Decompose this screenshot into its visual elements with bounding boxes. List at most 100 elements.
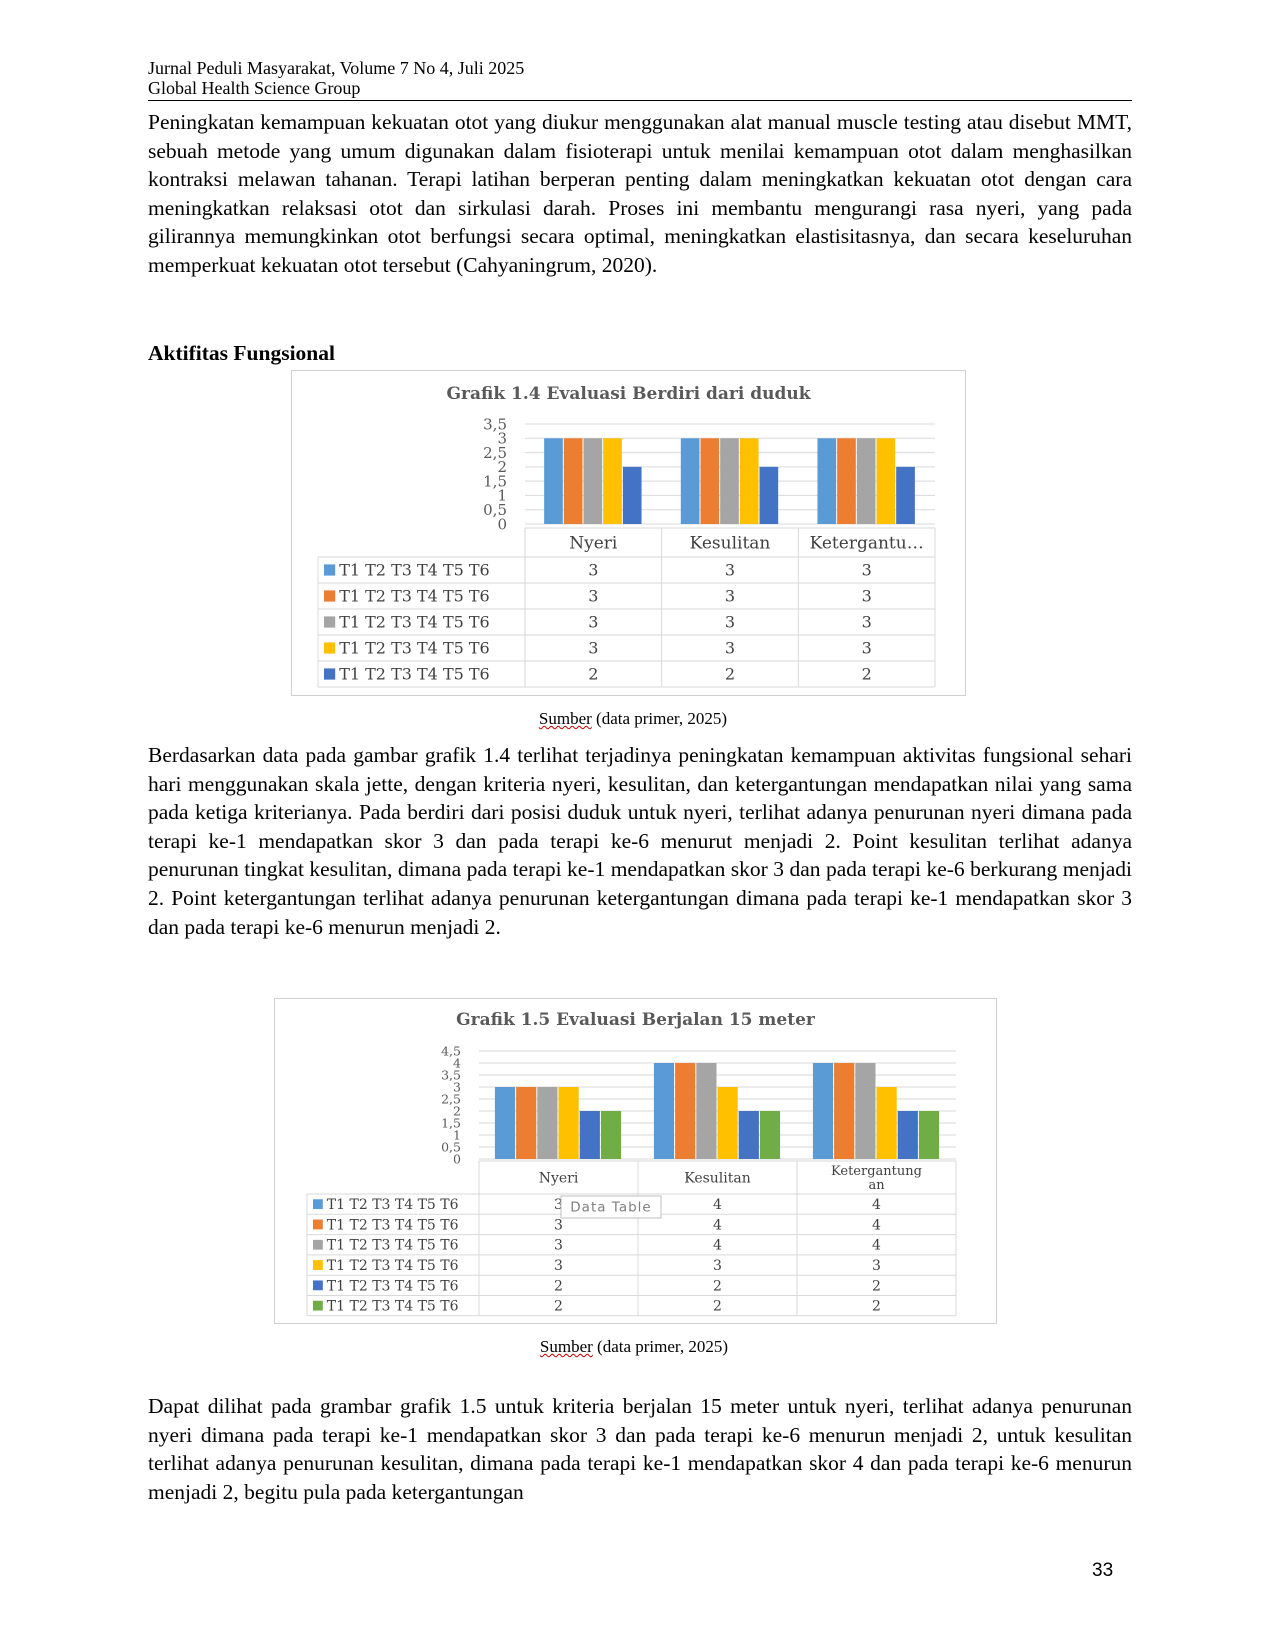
category-label: Nyeri (539, 1170, 579, 1186)
data-table-value: 3 (725, 613, 735, 632)
bar-chart-1-5: Grafik 1.5 Evaluasi Berjalan 15 meter 00,… (306, 1010, 957, 1317)
data-table-value: 3 (554, 1258, 563, 1274)
category-label: Ketergantung (831, 1164, 922, 1179)
bar (516, 1087, 537, 1159)
category-label: Ketergantu… (810, 533, 924, 553)
chart-figure-1-5: Grafik 1.5 Evaluasi Berjalan 15 meter 0 0,… (274, 998, 997, 1324)
bar (603, 438, 622, 524)
page-number: 33 (1092, 1560, 1114, 1581)
data-table-value: 2 (862, 665, 872, 684)
data-table-value: 4 (713, 1217, 722, 1233)
y-tick-label: 4,5 (441, 1043, 461, 1058)
bar (696, 1063, 717, 1159)
y-tick-label: 1 (453, 1127, 461, 1142)
data-table-value: 3 (862, 587, 872, 606)
legend-series-name: T1 T2 T3 T4 T5 T6 (339, 613, 490, 632)
legend-series-name: T1 T2 T3 T4 T5 T6 (339, 639, 490, 658)
data-table-value: 3 (725, 561, 735, 580)
bar (544, 438, 563, 524)
bar (738, 1111, 759, 1159)
legend-series-name: T1 T2 T3 T4 T5 T6 (327, 1299, 459, 1315)
data-table-value: 2 (713, 1299, 722, 1315)
bar (837, 438, 856, 524)
y-tick-label: 3 (453, 1079, 461, 1094)
legend-key (324, 642, 336, 654)
legend-series-name: T1 T2 T3 T4 T5 T6 (327, 1278, 459, 1294)
publisher-name: Global Health Science Group (148, 78, 361, 98)
legend-key (313, 1199, 323, 1210)
bar (834, 1063, 855, 1159)
bar (600, 1111, 622, 1159)
category-label: Kesulitan (690, 533, 771, 553)
bar (918, 1111, 940, 1159)
data-table-value: 4 (713, 1238, 722, 1254)
legend-series-name: T1 T2 T3 T4 T5 T6 (339, 587, 490, 606)
bar (876, 438, 896, 524)
chart-title: Grafik 1.4 Evaluasi Berdiri dari duduk (447, 384, 812, 404)
data-table-value: 3 (725, 587, 735, 606)
category-label-cont: an (868, 1178, 885, 1193)
y-tick-label: 3,5 (483, 415, 507, 433)
legend-key (313, 1260, 323, 1270)
data-table-value: 4 (872, 1197, 881, 1213)
category-label: Nyeri (569, 533, 618, 553)
data-table-value: 3 (588, 587, 598, 606)
data-table-value: 3 (554, 1197, 563, 1213)
bar (622, 466, 642, 524)
data-table-value: 3 (725, 639, 735, 658)
bar (717, 1087, 738, 1159)
bar (897, 1111, 918, 1159)
bar (855, 1063, 876, 1159)
data-table-value: 3 (862, 613, 872, 632)
y-tick-label: 1 (497, 487, 507, 505)
bar (876, 1087, 897, 1159)
caption-source-rest: (data primer, 2025) (592, 1337, 729, 1356)
data-table-value: 2 (554, 1299, 563, 1315)
bar (759, 466, 779, 524)
figure-caption-1-4: Sumber (data primer, 2025) (333, 709, 933, 729)
y-tick-label: 3 (497, 430, 507, 448)
legend-series-name: T1 T2 T3 T4 T5 T6 (339, 561, 490, 580)
bar (700, 438, 720, 524)
y-tick-label: 0,5 (441, 1139, 461, 1154)
tooltip-box (560, 1195, 662, 1219)
legend-series-name: T1 T2 T3 T4 T5 T6 (327, 1238, 459, 1254)
data-table-value: 2 (872, 1278, 881, 1294)
data-table-value: 3 (862, 561, 872, 580)
y-tick-label: 4 (453, 1055, 461, 1070)
data-table-value: 3 (872, 1258, 881, 1274)
data-table-value: 2 (725, 665, 735, 684)
y-tick-label: 0 (497, 515, 507, 533)
bar-chart-1-4: Grafik 1.4 Evaluasi Berdiri dari duduk 00… (317, 384, 936, 688)
paragraph-grafik-1-5: Dapat dilihat pada grambar grafik 1.5 un… (148, 1394, 1132, 1504)
y-tick-label: 2,5 (483, 444, 507, 462)
bar (537, 1087, 558, 1159)
bar (494, 1087, 516, 1159)
y-tick-label: 1,5 (483, 472, 507, 490)
bar (558, 1087, 579, 1159)
paragraph-mmt: Peningkatan kemampuan kekuatan otot yang… (148, 110, 1132, 277)
legend-key (324, 564, 336, 576)
paragraph-grafik-1-4: Berdasarkan data pada gambar grafik 1.4 … (148, 743, 1132, 939)
bar (759, 1111, 781, 1159)
tooltip-text: Data Table (570, 1200, 651, 1216)
y-tick-label: 2,5 (441, 1091, 461, 1106)
legend-key (324, 668, 336, 680)
data-table-value: 3 (554, 1217, 563, 1233)
bar (720, 438, 739, 524)
chart-figure-1-4: Grafik 1.4 Evaluasi Berdiri dari duduk 0 0… (291, 370, 966, 696)
data-table-value: 3 (713, 1258, 722, 1274)
bar (675, 1063, 696, 1159)
category-label: Kesulitan (684, 1170, 751, 1186)
data-table-value: 4 (713, 1197, 722, 1213)
data-table-value: 4 (872, 1238, 881, 1254)
data-table-value: 2 (713, 1278, 722, 1294)
legend-key (313, 1219, 323, 1230)
data-table-value: 3 (862, 639, 872, 658)
data-table-value: 3 (588, 561, 598, 580)
data-table-value: 2 (554, 1278, 563, 1294)
y-tick-label: 3,5 (441, 1067, 461, 1082)
bar (653, 1063, 675, 1159)
legend-key (313, 1300, 323, 1311)
data-table-value: 2 (872, 1299, 881, 1315)
